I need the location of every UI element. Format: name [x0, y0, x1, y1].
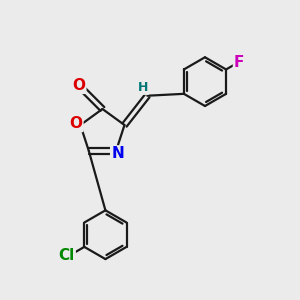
- Text: H: H: [138, 81, 148, 94]
- Text: O: O: [69, 116, 82, 131]
- Text: O: O: [72, 78, 85, 93]
- Text: N: N: [111, 146, 124, 161]
- Text: F: F: [234, 55, 244, 70]
- Text: Cl: Cl: [58, 248, 75, 262]
